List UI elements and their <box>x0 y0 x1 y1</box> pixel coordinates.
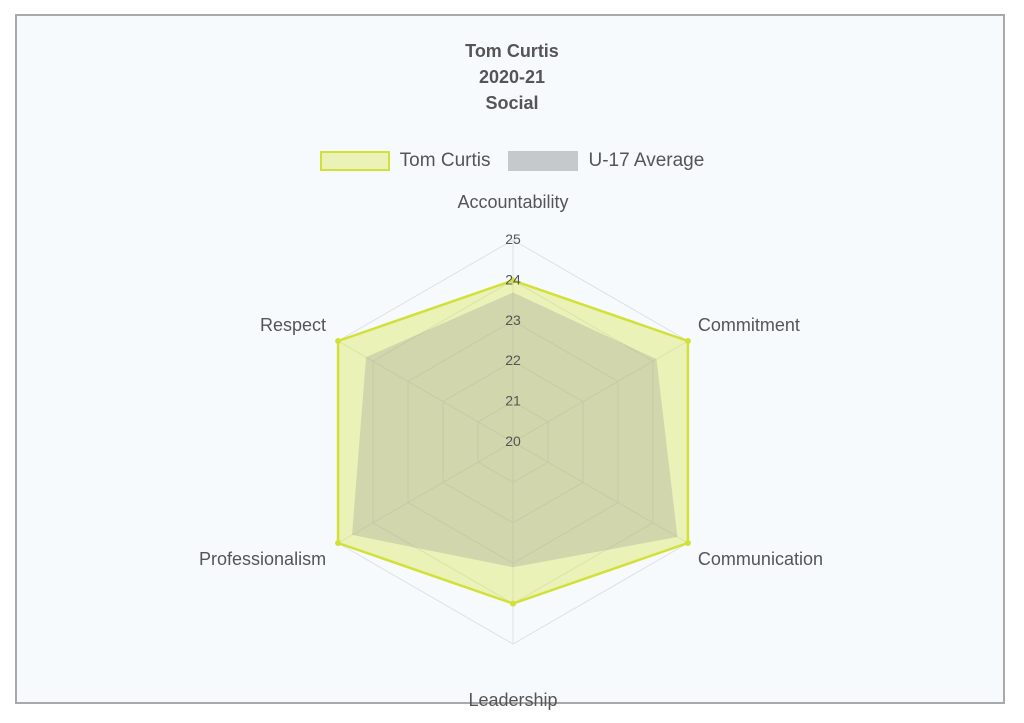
series-0-point-2 <box>684 540 691 546</box>
chart-panel <box>15 14 1005 704</box>
legend-label-average: U-17 Average <box>588 150 705 171</box>
chart-title-line-2: 2020-21 <box>478 67 546 87</box>
chart-title-line-3: Social <box>485 93 539 113</box>
series-0-point-3 <box>510 600 516 607</box>
series-area-1 <box>352 292 678 568</box>
chart-title-line-1: Tom Curtis <box>465 41 559 61</box>
grid-spoke-5 <box>337 340 514 443</box>
tick-label-24: 24 <box>505 271 521 287</box>
series-0-point-4 <box>335 540 342 546</box>
legend-swatch-player <box>319 151 390 171</box>
grid-spoke-4 <box>337 441 514 544</box>
axis-label-accountability: Accountability <box>457 192 568 212</box>
series-0-point-5 <box>335 338 342 344</box>
axis-label-communication: Communication <box>698 549 823 569</box>
tick-label-23: 23 <box>505 312 521 328</box>
legend-item-player[interactable]: Tom Curtis <box>319 150 491 172</box>
legend-item-average[interactable]: U-17 Average <box>508 150 704 172</box>
axis-label-respect: Respect <box>260 315 326 335</box>
tick-label-21: 21 <box>505 393 521 409</box>
legend-label-player: Tom Curtis <box>399 150 491 171</box>
axis-label-commitment: Commitment <box>698 315 800 335</box>
tick-label-22: 22 <box>505 352 521 368</box>
grid-spoke-1 <box>512 340 689 443</box>
legend-swatch-average <box>508 151 579 171</box>
axis-label-professionalism: Professionalism <box>199 549 326 569</box>
tick-label-20: 20 <box>505 433 521 449</box>
series-0-point-1 <box>684 338 691 344</box>
series-0-point-0 <box>510 277 516 284</box>
grid-spoke-2 <box>512 441 689 544</box>
axis-label-leadership: Leadership <box>468 690 557 710</box>
tick-label-25: 25 <box>505 231 521 247</box>
chart-legend: Tom Curtis U-17 Average <box>0 150 1024 172</box>
